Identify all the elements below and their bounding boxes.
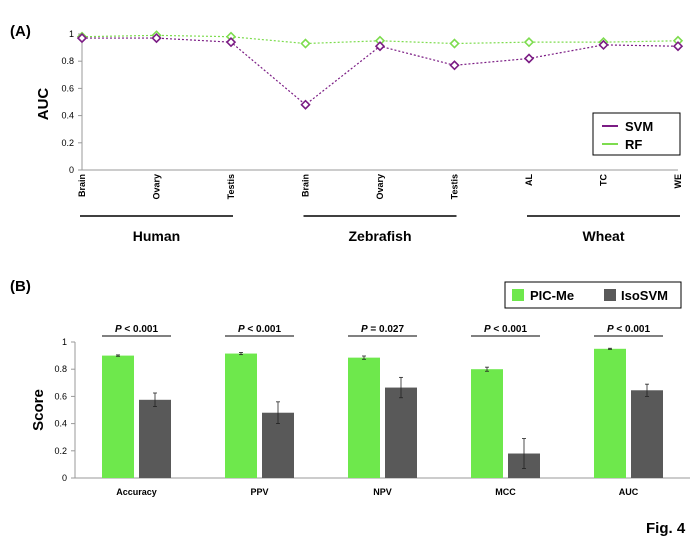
panel-b-y-ticks: 0 0.2 0.4 0.6 0.8 1 — [54, 337, 75, 483]
panel-a-marker-svm — [598, 39, 609, 51]
panel-a-axes — [81, 34, 678, 171]
panel-b-y-tick-label: 0.4 — [54, 419, 67, 429]
panel-b-y-axis-title: Score — [30, 389, 47, 431]
panel-a-line-rf — [81, 34, 679, 45]
panel-b-y-tick-label: 0.8 — [54, 364, 67, 374]
panel-b-bars — [102, 348, 663, 478]
panel-a-label: (A) — [10, 23, 31, 40]
panel-a-y-tick-label: 1 — [69, 29, 74, 39]
panel-b-category-label: AUC — [619, 487, 639, 497]
panel-b-bar-picme — [594, 348, 626, 478]
panel-a-marker-rf — [523, 37, 535, 48]
panel-a-marker-svm — [300, 99, 311, 110]
panel-a-group-label: Human — [133, 228, 180, 244]
panel-b-legend: PIC-Me IsoSVM — [504, 281, 682, 309]
panel-a-legend: SVM RF — [592, 112, 681, 156]
figure-label: Fig. 4 — [646, 520, 686, 537]
panel-b-pvalue-label: P < 0.001 — [484, 324, 528, 335]
panel-a-y-tick-label: 0.8 — [61, 56, 74, 66]
panel-b-category-labels: Accuracy PPV NPV MCC AUC — [116, 487, 639, 497]
panel-a-category-label: WE — [673, 174, 683, 189]
panel-b-category-label: PPV — [250, 487, 268, 497]
panel-b-pvalue-label: P < 0.001 — [607, 324, 651, 335]
panel-a-legend-box — [592, 112, 681, 156]
panel-b-label: (B) — [10, 278, 31, 295]
panel-a-category-label: Ovary — [375, 174, 385, 200]
legend-picme-label: PIC-Me — [530, 288, 574, 303]
panel-a-category-label: Brain — [301, 174, 311, 197]
panel-a-marker-svm — [76, 32, 88, 44]
panel-b-axes — [74, 342, 690, 479]
panel-b-bar-isosvm — [139, 399, 171, 478]
panel-a-group-labels: Human Zebrafish Wheat — [80, 215, 680, 244]
panel-a-markers — [76, 30, 684, 110]
panel-a-category-label: Testis — [226, 174, 236, 199]
panel-b-bar-isosvm — [385, 387, 417, 478]
panel-a-group-label: Wheat — [583, 228, 625, 244]
panel-a-y-tick-label: 0 — [69, 165, 74, 175]
legend-isosvm-label: IsoSVM — [621, 288, 668, 303]
panel-b-category-label: NPV — [373, 487, 392, 497]
panel-b-y-tick-label: 0.2 — [54, 446, 67, 456]
panel-b-category-label: MCC — [495, 487, 516, 497]
panel-a-y-ticks: 0 0.2 0.4 0.6 0.8 1 — [61, 29, 82, 175]
panel-b-y-tick-label: 0.6 — [54, 391, 67, 401]
panel-a-category-label: Testis — [450, 174, 460, 199]
panel-b-bar-picme — [225, 353, 257, 478]
panel-a-y-tick-label: 0.6 — [61, 83, 74, 93]
panel-b-bar-picme — [471, 369, 503, 478]
panel-a-category-label: AL — [524, 174, 534, 186]
panel-a-marker-svm — [151, 32, 162, 44]
legend-svm-label: SVM — [625, 119, 653, 134]
panel-b-y-tick-label: 1 — [62, 337, 67, 347]
panel-a-marker-rf — [300, 38, 311, 49]
panel-b-legend-box — [504, 281, 682, 309]
panel-a-category-label: Brain — [77, 174, 87, 197]
panel-a-y-tick-label: 0.2 — [61, 138, 74, 148]
panel-a-y-tick-label: 0.4 — [61, 111, 74, 121]
legend-rf-label: RF — [625, 137, 642, 152]
panel-a-marker-svm — [523, 53, 535, 64]
panel-a-category-label: Ovary — [152, 174, 162, 200]
panel-b-bar-picme — [348, 357, 380, 478]
panel-b-pvalue-label: P = 0.027 — [361, 324, 405, 335]
panel-b-error-bars — [116, 347, 649, 469]
panel-b-pvalues: P < 0.001 P < 0.001 P = 0.027 P < 0.001 P < … — [102, 324, 663, 337]
panel-a-marker-svm — [449, 60, 460, 71]
panel-a-marker-svm — [672, 41, 684, 52]
panel-a-category-label: TC — [599, 174, 609, 186]
panel-a-group-label: Zebrafish — [348, 228, 411, 244]
legend-isosvm-swatch — [604, 289, 616, 301]
panel-b-category-label: Accuracy — [116, 487, 157, 497]
panel-b-pvalue-label: P < 0.001 — [238, 324, 282, 335]
panel-a-marker-svm — [225, 37, 237, 48]
panel-a-y-axis-title: AUC — [35, 88, 52, 121]
panel-a-category-labels: Brain Ovary Testis Brain Ovary Testis AL TC WE — [77, 174, 683, 200]
legend-picme-swatch — [512, 289, 524, 301]
panel-b-bar-picme — [102, 355, 134, 478]
panel-a-marker-rf — [449, 38, 460, 49]
panel-b-y-tick-label: 0 — [62, 473, 67, 483]
panel-b-pvalue-label: P < 0.001 — [115, 324, 159, 335]
panel-a-marker-svm — [374, 41, 386, 52]
panel-b-bar-isosvm — [631, 390, 663, 478]
